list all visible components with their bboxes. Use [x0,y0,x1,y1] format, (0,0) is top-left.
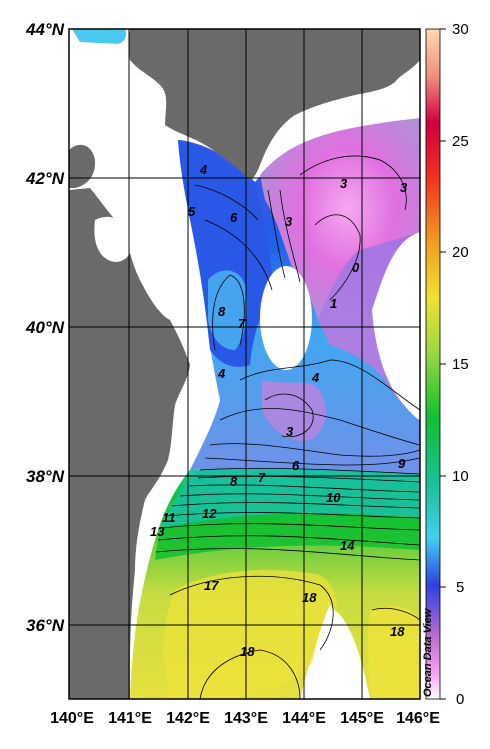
colorbar-tick-10: 10 [452,468,469,485]
contour-label: 18 [390,624,405,639]
contour-label: 4 [311,370,320,385]
contour-label: 3 [400,180,408,195]
colorbar-scale [425,28,441,700]
contour-label: 4 [199,162,208,177]
odv-credit: Ocean Data View [422,607,434,697]
contour-label: 7 [238,316,246,331]
lon-label-146e: 146°E [396,710,440,727]
data-field-coldest [260,118,420,320]
no-data-east [372,232,420,420]
contour-labels: 4 5 6 3 3 3 0 1 8 7 4 4 3 8 7 6 9 10 11 … [150,162,408,659]
contour-label: 0 [352,260,360,275]
lat-label-36n: 36°N [26,616,65,635]
contour-label: 7 [258,470,266,485]
land-hokkaido [128,29,420,180]
lon-label-142e: 142°E [166,710,210,727]
lat-label-44n: 44°N [25,20,65,39]
contour-label: 9 [398,456,406,471]
data-field-cyan-top [72,29,127,44]
lon-label-140e: 140°E [50,710,94,727]
longitude-labels: 140°E 141°E 142°E 143°E 144°E 145°E 146°… [50,710,440,727]
data-field-warm-east [367,605,420,699]
latitude-labels: 44°N 42°N 40°N 38°N 36°N [25,20,65,635]
contour-label: 3 [340,176,348,191]
contour-label: 6 [230,210,238,225]
contour-label: 12 [202,506,217,521]
colorbar-tick-15: 15 [452,356,469,373]
contour-label: 13 [150,524,165,539]
lon-label-143e: 143°E [224,710,268,727]
contour-label: 6 [292,458,300,473]
no-data-east-south [305,605,362,699]
no-data-hole [260,266,312,370]
graticule [69,29,420,699]
contour-label: 14 [340,538,355,553]
colorbar-tick-25: 25 [452,133,469,150]
map-frame [68,28,421,700]
lon-label-141e: 141°E [108,710,152,727]
contour-label: 3 [285,214,293,229]
data-field-warm-core [163,570,337,699]
lon-label-145e: 145°E [340,710,384,727]
contour-label: 1 [330,296,337,311]
contour-label: 8 [218,304,226,319]
colorbar-tick-5: 5 [456,579,464,596]
data-field-cyan-patch [208,270,247,350]
lat-label-42n: 42°N [25,169,65,188]
contour-label: 3 [286,424,294,439]
colorbar: 0 5 10 15 20 25 30 Ocean Data View [422,21,469,708]
colorbar-tick-20: 20 [452,244,469,261]
land-oshima [69,144,96,188]
data-field-cold-west [178,140,275,367]
contour-label: 10 [326,490,341,505]
contour-label: 17 [204,578,219,593]
contour-label: 18 [240,644,255,659]
colorbar-tick-30: 30 [452,21,469,38]
contour-label: 5 [188,204,196,219]
lon-label-144e: 144°E [282,710,326,727]
land-shimokita [94,216,132,262]
contour-label: 8 [230,474,238,489]
contour-label: 4 [217,366,226,381]
colorbar-tick-0: 0 [456,691,464,708]
lat-label-38n: 38°N [26,467,65,486]
colorbar-ticks [440,28,446,700]
contour-label: 11 [162,510,176,525]
lat-label-40n: 40°N [25,318,65,337]
contour-label: 18 [302,590,317,605]
